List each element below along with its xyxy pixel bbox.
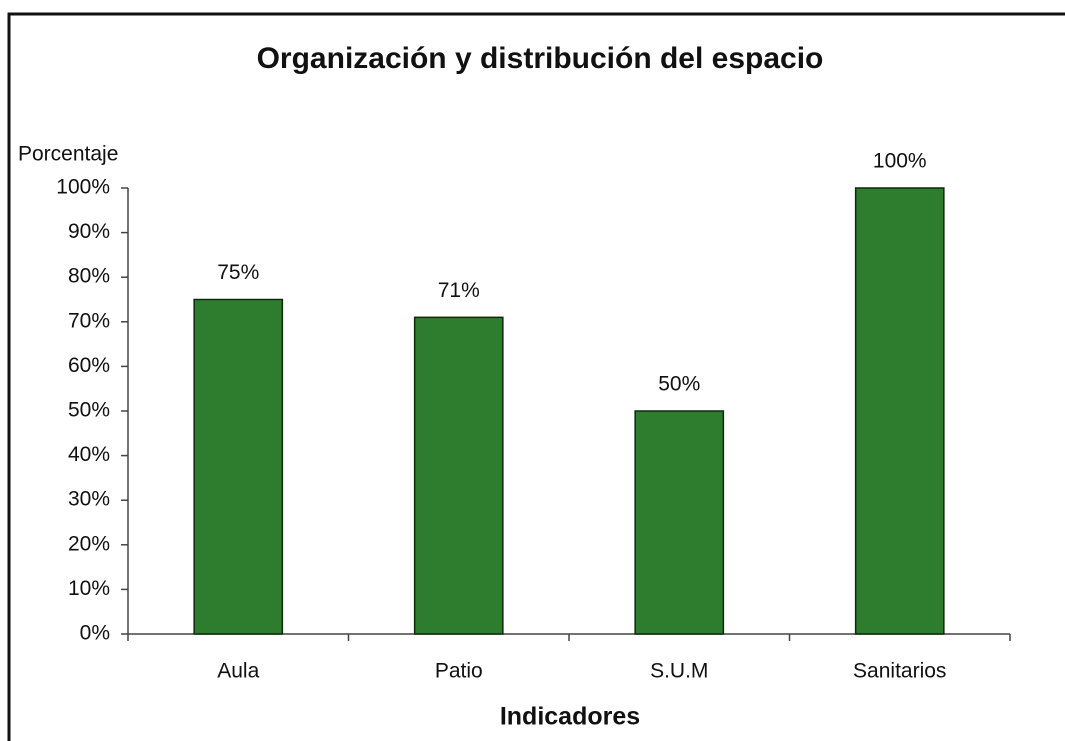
y-tick-label: 70% [68,309,110,332]
x-tick-label: S.U.M [650,660,708,683]
x-axis-label: Indicadores [500,703,640,731]
y-tick-label: 50% [68,399,110,422]
data-label: 75% [217,261,259,284]
y-tick-label: 60% [68,354,110,377]
y-tick-label: 90% [68,220,110,243]
y-axis-label: Porcentaje [18,143,118,166]
data-label: 100% [873,150,927,173]
data-label: 71% [438,279,480,302]
y-tick-label: 30% [68,488,110,511]
y-tick-label: 20% [68,532,110,555]
x-tick-label: Aula [217,660,259,683]
data-label: 50% [658,373,700,396]
bar [413,316,504,635]
chart-title: Organización y distribución del espacio [257,42,824,75]
x-tick-label: Patio [435,660,483,683]
y-tick-label: 0% [80,622,110,645]
y-tick-label: 100% [56,176,110,199]
y-tick-label: 10% [68,577,110,600]
y-tick-label: 80% [68,265,110,288]
bar [634,410,725,635]
x-tick-label: Sanitarios [853,660,946,683]
y-tick-label: 40% [68,443,110,466]
bar [854,187,945,635]
bar [193,298,284,635]
